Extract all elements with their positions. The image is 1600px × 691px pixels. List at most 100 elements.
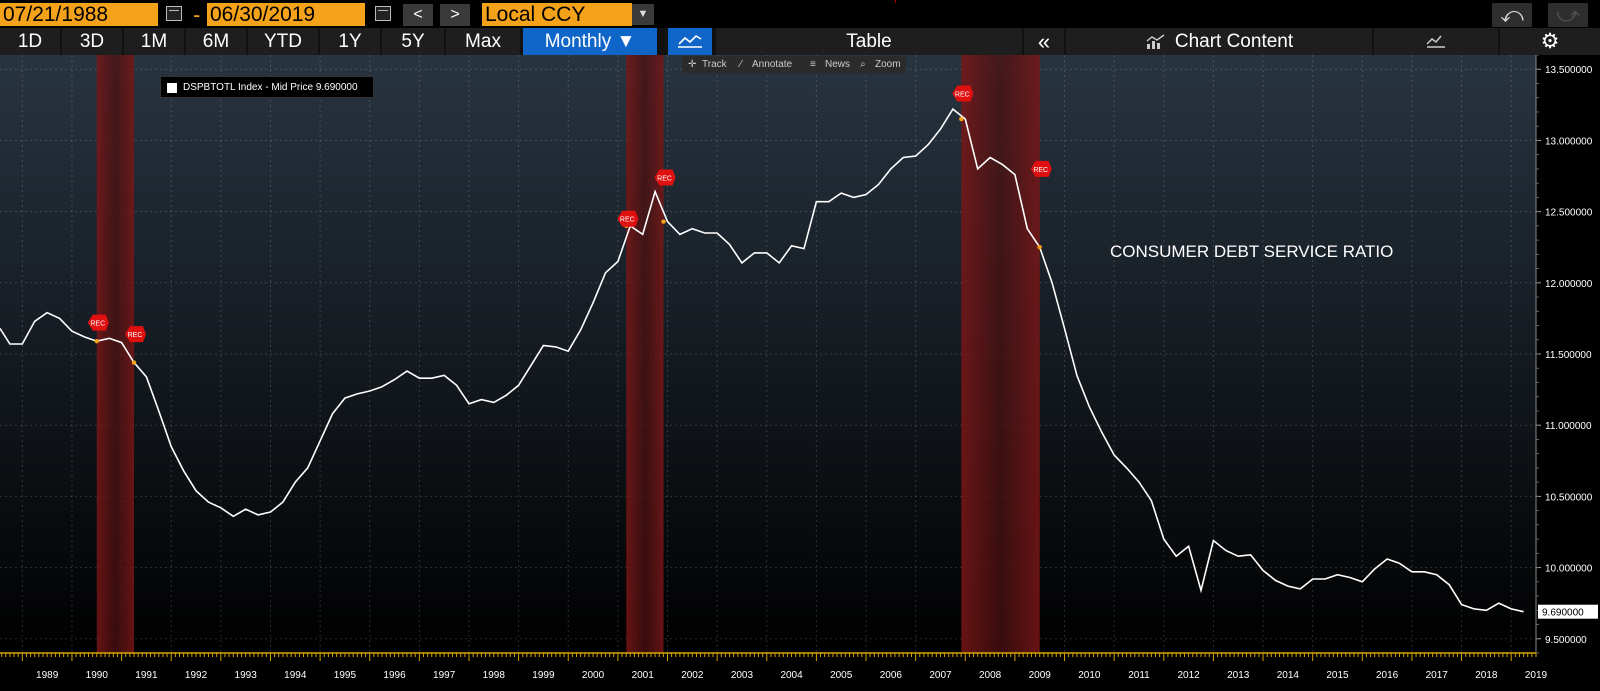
recession-marker-shape — [654, 169, 676, 186]
currency-dropdown[interactable]: Local CCY — [482, 3, 632, 26]
y-axis-background — [1536, 55, 1600, 686]
y-tick-label: 12.000000 — [1545, 279, 1593, 290]
recession-marker-label: REC — [620, 217, 635, 224]
x-tick-label: 2018 — [1475, 670, 1498, 681]
x-tick-label: 1999 — [532, 670, 555, 681]
collapse-icon[interactable]: « — [1024, 28, 1064, 55]
tab-range[interactable]: 3D — [62, 28, 122, 55]
tab-range[interactable]: 1M — [124, 28, 184, 55]
chart-area: REC REC REC REC REC REC 9.500000 10.000000 10.5… — [0, 54, 1600, 686]
y-tick-label: 9.500000 — [1545, 635, 1587, 646]
x-tick-label: 1998 — [483, 670, 506, 681]
annotate-tool[interactable]: Annotate — [752, 59, 793, 70]
pencil-icon[interactable]: ⁄ — [740, 59, 742, 70]
x-tick-label: 1997 — [433, 670, 456, 681]
frequency-dropdown[interactable]: Monthly ▼ — [523, 28, 657, 55]
last-value-box — [1538, 604, 1598, 619]
x-tick-label: 2019 — [1525, 670, 1548, 681]
edit-chart-icon[interactable] — [1374, 28, 1498, 55]
x-tick-label: 2003 — [731, 670, 754, 681]
x-tick-label: 1989 — [36, 670, 59, 681]
tab-range[interactable]: 1Y — [320, 28, 380, 55]
x-tick-label: 1991 — [135, 670, 158, 681]
x-tick-label: 2008 — [979, 670, 1002, 681]
range-tabs-bar: 1D 3D 1M 6M YTD 1Y 5Y Max Monthly ▼ Tabl… — [0, 28, 1600, 55]
recession-marker: REC — [654, 169, 676, 186]
recession-marker-label: REC — [1033, 167, 1048, 174]
calendar-icon[interactable] — [166, 6, 182, 21]
x-tick-label: 2013 — [1227, 670, 1250, 681]
tab-range[interactable]: Max — [446, 28, 520, 55]
x-axis-background — [0, 653, 1600, 686]
top-toolbar: 07/21/1988 - 06/30/2019 < > Local CCY ▼ … — [0, 0, 1600, 28]
tab-range[interactable]: 1D — [0, 28, 60, 55]
line-chart: REC REC REC REC REC REC 9.500000 10.000000 10.5… — [0, 54, 1600, 686]
end-date-field[interactable]: 06/30/2019 — [207, 3, 365, 26]
recession-point — [959, 116, 964, 122]
x-tick-label: 2009 — [1029, 670, 1052, 681]
date-separator: - — [193, 2, 201, 27]
tab-range[interactable]: 6M — [186, 28, 246, 55]
chart-tools: ✛ Track ⁄ Annotate ≡ News ⌕ Zoom — [682, 56, 906, 73]
recession-band — [961, 55, 1040, 653]
recession-marker-shape — [617, 210, 639, 227]
recession-marker-shape — [124, 326, 146, 343]
y-tick-label: 10.500000 — [1545, 492, 1593, 503]
recession-marker: REC — [124, 326, 146, 343]
track-tool[interactable]: Track — [702, 59, 727, 70]
tab-range[interactable]: YTD — [248, 28, 318, 55]
x-tick-label: 2002 — [681, 670, 704, 681]
prev-button[interactable]: < — [403, 4, 433, 26]
x-tick-label: 2014 — [1277, 670, 1300, 681]
plot-background — [0, 55, 1536, 653]
x-tick-label: 2004 — [780, 670, 803, 681]
x-tick-label: 2012 — [1177, 670, 1200, 681]
x-tick-label: 2001 — [632, 670, 655, 681]
y-tick-label: 11.500000 — [1545, 350, 1592, 361]
recession-marker-label: REC — [955, 91, 970, 98]
legend-swatch — [167, 83, 177, 93]
table-tab[interactable]: Table — [716, 28, 1022, 55]
start-date-field[interactable]: 07/21/1988 — [0, 3, 158, 26]
line-chart-icon[interactable] — [668, 28, 712, 55]
recession-marker-shape — [952, 85, 974, 102]
recession-marker: REC — [1030, 160, 1052, 177]
x-tick-label: 2006 — [880, 670, 903, 681]
recession-point — [1037, 245, 1042, 250]
recession-marker-shape — [1030, 160, 1052, 177]
legend-text: DSPBTOTL Index - Mid Price 9.690000 — [183, 82, 358, 93]
gear-icon[interactable]: ⚙ — [1500, 28, 1600, 55]
chevron-down-icon[interactable]: ▼ — [632, 4, 654, 25]
recession-marker-label: REC — [90, 321, 105, 328]
calendar-icon[interactable] — [375, 6, 391, 21]
zoom-icon[interactable]: ⌕ — [860, 59, 866, 70]
recession-marker: REC — [87, 314, 109, 331]
news-icon[interactable]: ≡ — [810, 59, 816, 70]
tab-range[interactable]: 5Y — [382, 28, 444, 55]
next-button[interactable]: > — [440, 4, 470, 26]
x-tick-label: 2016 — [1376, 670, 1399, 681]
legend[interactable]: DSPBTOTL Index - Mid Price 9.690000 — [160, 76, 374, 98]
x-tick-label: 2005 — [830, 670, 853, 681]
series-line — [0, 107, 1524, 613]
x-tick-label: 1996 — [383, 670, 406, 681]
x-tick-label: 2010 — [1078, 670, 1101, 681]
zoom-tool[interactable]: Zoom — [875, 59, 901, 70]
x-tick-label: 2017 — [1426, 670, 1449, 681]
chart-content-tab[interactable]: Chart Content — [1066, 28, 1372, 55]
x-tick-label: 1995 — [334, 670, 357, 681]
undo-icon[interactable]: ⤺ — [1492, 3, 1532, 27]
redo-icon[interactable]: ⤻ — [1548, 3, 1588, 27]
x-tick-label: 1990 — [86, 670, 109, 681]
news-tool[interactable]: News — [825, 59, 851, 70]
recession-point — [661, 219, 666, 224]
recession-point — [131, 360, 137, 365]
chart-annotation: CONSUMER DEBT SERVICE RATIO — [1110, 242, 1394, 261]
y-tick-label: 12.500000 — [1545, 208, 1593, 219]
x-tick-label: 1992 — [185, 670, 208, 681]
recession-marker-label: REC — [657, 175, 672, 182]
crosshair-icon[interactable]: ✛ — [688, 59, 697, 70]
x-tick-label: 1994 — [284, 670, 307, 681]
y-tick-label: 13.000000 — [1545, 136, 1593, 147]
recession-marker: REC — [617, 210, 639, 227]
